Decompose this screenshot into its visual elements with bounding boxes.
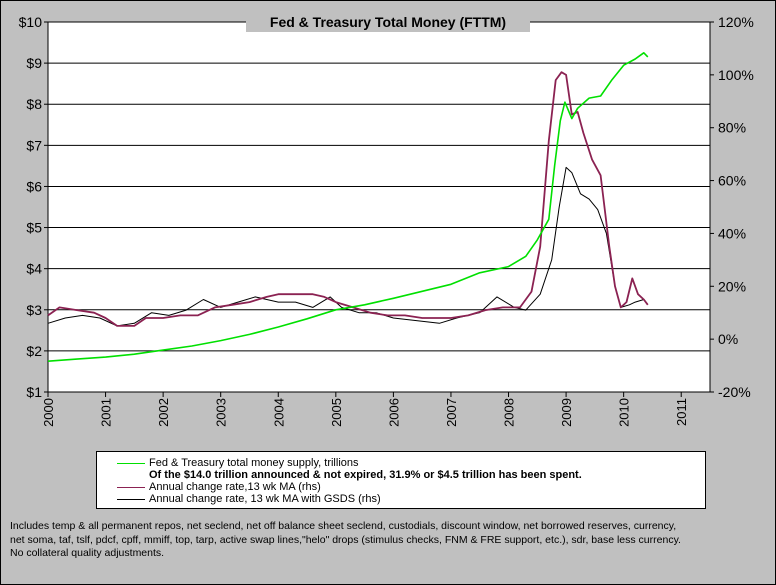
series-lines xyxy=(47,52,649,362)
x-tick-label: 2006 xyxy=(386,398,401,427)
x-tick-label: 2000 xyxy=(41,398,56,427)
legend-entry-fttm: Fed & Treasury total money supply, trill… xyxy=(97,457,697,469)
legend-label-gsds: Annual change rate, 13 wk MA with GSDS (… xyxy=(149,493,381,505)
x-tick-label: 2009 xyxy=(559,398,574,427)
footnote: Includes temp & all permanent repos, net… xyxy=(10,520,770,561)
legend-label-fttm: Fed & Treasury total money supply, trill… xyxy=(149,457,359,469)
y-right-tick-label: 100% xyxy=(718,67,754,83)
y-right-tick-label: -20% xyxy=(718,384,751,400)
legend: Fed & Treasury total money supply, trill… xyxy=(96,451,706,509)
x-tick-label: 2008 xyxy=(502,398,517,427)
x-tick-label: 2004 xyxy=(271,398,286,427)
y-left-tick-label: $7 xyxy=(26,137,42,153)
legend-swatch-gsds xyxy=(117,499,145,500)
legend-note: Of the $14.0 trillion announced & not ex… xyxy=(149,469,582,481)
y-left-tick-label: $2 xyxy=(26,343,42,359)
y-right-tick-label: 80% xyxy=(718,120,746,136)
series-line-gsds xyxy=(47,166,644,327)
y-left-tick-label: $8 xyxy=(26,96,42,112)
x-tick-label: 2002 xyxy=(156,398,171,427)
y-left-tick-label: $10 xyxy=(19,14,43,30)
legend-entry-gsds: Annual change rate, 13 wk MA with GSDS (… xyxy=(97,493,697,505)
y-left-tick-label: $1 xyxy=(26,384,42,400)
x-tick-label: 2003 xyxy=(214,398,229,427)
chart-svg: $1 $2 $3 $4 $5 $6 $7 $8 $9 $10 -20% 0% 20% 40% 60% 80% 1… xyxy=(19,12,754,427)
footnote-line: Includes temp & all permanent repos, net… xyxy=(10,520,677,532)
y-left-tick-label: $6 xyxy=(26,178,42,194)
footnote-line: No collateral quality adjustments. xyxy=(10,547,165,559)
y-right-tick-label: 40% xyxy=(718,225,746,241)
footnote-line: net soma, taf, tslf, pdcf, cpff, mmiff, … xyxy=(10,533,681,546)
legend-entry-rate: Annual change rate,13 wk MA (rhs) xyxy=(97,481,697,493)
x-tick-label: 2007 xyxy=(444,398,459,427)
x-tick-label: 2001 xyxy=(99,398,114,427)
legend-label-rate: Annual change rate,13 wk MA (rhs) xyxy=(149,481,321,493)
y-right-tick-label: 20% xyxy=(718,278,746,294)
legend-swatch-fttm xyxy=(117,463,145,464)
chart-title: Fed & Treasury Total Money (FTTM) xyxy=(270,14,506,30)
y-left-tick-label: $9 xyxy=(26,55,42,71)
plot-area xyxy=(47,21,711,393)
chart-title-bg xyxy=(246,12,530,32)
series-line-fttm xyxy=(47,52,649,362)
series-line-rate xyxy=(47,71,649,327)
axes: $1 $2 $3 $4 $5 $6 $7 $8 $9 $10 -20% 0% 20% 40% 60% 80% 1… xyxy=(19,14,754,427)
legend-swatch-rate xyxy=(117,487,145,488)
x-tick-label: 2011 xyxy=(674,398,689,426)
y-left-tick-label: $5 xyxy=(26,220,42,236)
y-left-tick-label: $4 xyxy=(26,261,42,277)
y-right-tick-label: 60% xyxy=(718,173,746,189)
x-tick-label: 2005 xyxy=(329,398,344,427)
legend-note-row: Of the $14.0 trillion announced & not ex… xyxy=(97,469,697,481)
y-left-tick-label: $3 xyxy=(26,302,42,318)
y-right-tick-label: 0% xyxy=(718,331,738,347)
y-right-tick-label: 120% xyxy=(718,14,754,30)
x-tick-label: 2010 xyxy=(617,398,632,427)
